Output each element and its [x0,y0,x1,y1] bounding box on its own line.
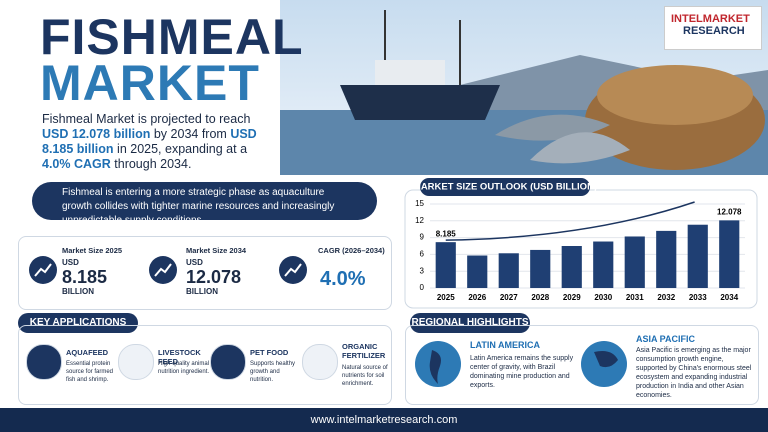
x-tick-label: 2031 [626,293,644,302]
x-tick-label: 2033 [689,293,707,302]
summary-part: by 2034 from [153,127,227,141]
stat-unit: USD [186,258,203,267]
app-name: LIVESTOCK FEED [158,348,201,366]
stat-scale: BILLION [186,287,218,296]
region-name: ASIA PACIFIC [636,334,696,344]
icon [29,256,57,284]
app-text: Essential protein source for farmed fish… [66,361,114,383]
region-name: LATIN AMERICA [470,340,540,350]
footer: www.intelmarketresearch.com [0,408,768,432]
stat-label: CAGR (2026–2034) [318,246,385,255]
x-tick-label: 2027 [500,293,518,302]
y-tick-label: 9 [420,233,425,242]
x-tick-label: 2032 [657,293,675,302]
app-icon [118,344,154,380]
logo-line: RESEARCH [683,25,745,37]
bar [561,246,582,288]
chart-title-bg [420,178,590,196]
y-tick-label: 15 [415,199,424,208]
summary-part: USD 12.078 billion [42,127,151,141]
bar [530,249,551,288]
title: FISHMEAL [40,9,304,65]
region-text: Latin America remains the supply center … [470,355,574,389]
bar [435,242,456,288]
regions-panel [405,325,759,405]
bar [593,241,614,288]
y-tick-label: 12 [415,216,424,225]
app-icon [302,344,338,380]
section-title: KEY APPLICATIONS [18,313,138,333]
quote: Fishmeal is entering a more strategic ph… [32,182,377,226]
icon [149,256,177,284]
region-text: Asia Pacific is emerging as the major co… [636,347,752,399]
stat-scale: BILLION [62,287,94,296]
stat-value: 8.185 [62,267,108,287]
x-tick-label: 2030 [594,293,612,302]
stat-unit: USD [62,258,79,267]
summary-part: USD 8.185 billion [42,127,257,156]
app-name: AQUAFEED [66,348,109,357]
summary-part: Fishmeal Market is projected to reach [42,112,251,126]
trend-arrow [445,201,695,241]
chart-frame [404,189,758,309]
x-tick-label: 2029 [563,293,581,302]
bar [687,224,708,288]
logo: INTELMARKET RESEARCH [664,6,762,50]
summary: Fishmeal Market is projected to reach US… [42,112,277,172]
stat-value: 12.078 [186,267,242,287]
applications-panel [18,325,392,405]
y-tick-label: 3 [420,266,425,275]
stat-label: Market Size 2034 [186,246,247,255]
stats-panel [18,236,392,310]
x-tick-label: 2028 [531,293,549,302]
x-tick-label: 2034 [720,293,738,302]
section-title: REGIONAL HIGHLIGHTS [410,313,530,333]
app-text: High-quality animal nutrition ingredient… [158,361,210,375]
app-icon [26,344,62,380]
x-tick-label: 2026 [468,293,486,302]
bar [656,230,677,288]
app-text: Natural source of nutrients for soil enr… [342,365,388,387]
app-icon [210,344,246,380]
app-text: Supports healthy growth and nutrition. [250,361,296,383]
app-name: PET FOOD [250,348,289,357]
summary-part: 4.0% CAGR [42,157,111,171]
logo-line: INTELMARKET [671,13,750,25]
bar [624,236,645,288]
title: MARKET [40,55,260,111]
stat-value: 4.0% [320,268,366,290]
chart-title: MARKET SIZE OUTLOOK (USD BILLION) [413,182,597,193]
value-label: 12.078 [717,207,742,216]
bar [719,220,740,288]
x-tick-label: 2025 [437,293,455,302]
globe-icon [415,341,461,387]
value-label: 8.185 [436,229,457,238]
app-name: ORGANIC FERTILIZER [342,342,386,360]
stat-label: Market Size 2025 [62,246,123,255]
summary-part: in 2025, expanding at a [117,142,248,156]
bar [467,255,488,288]
summary-part: through 2034. [114,157,192,171]
icon [279,256,307,284]
y-tick-label: 6 [420,250,425,259]
globe-icon [581,341,627,387]
y-tick-label: 0 [420,283,425,292]
bar [498,253,519,288]
